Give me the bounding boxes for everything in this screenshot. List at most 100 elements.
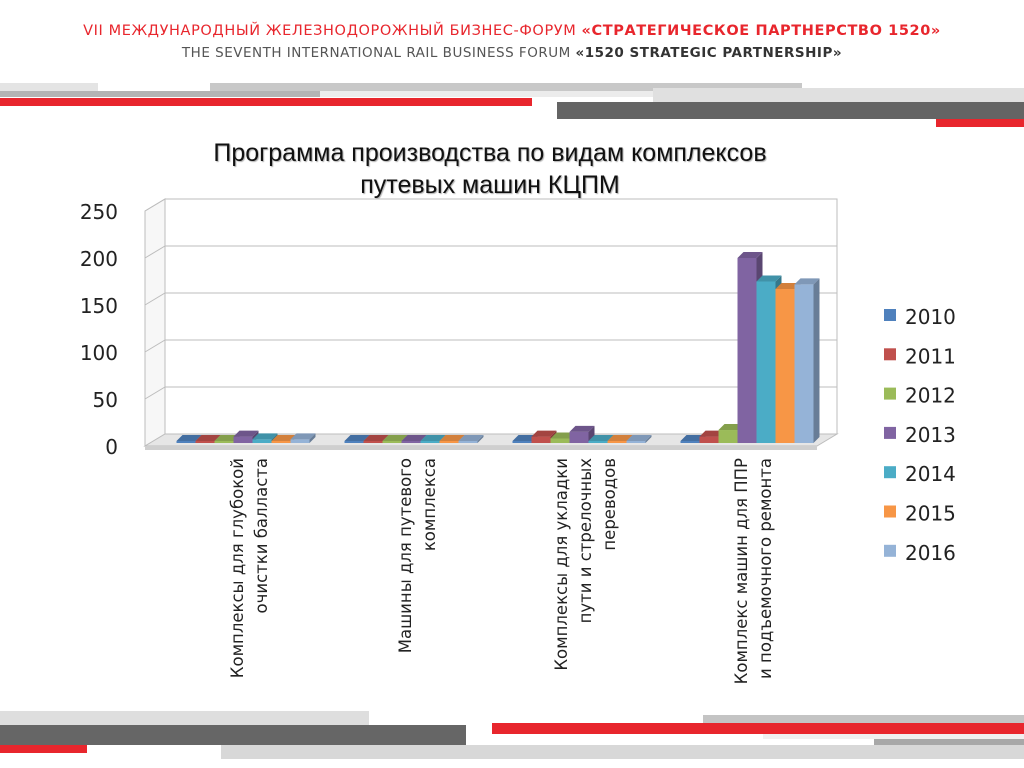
bar-top (233, 430, 259, 437)
bar-front (550, 438, 570, 443)
legend-label: 2016 (905, 541, 956, 565)
bar-front (382, 441, 402, 443)
top-stripe-mid-1 (210, 83, 802, 91)
x-category-label-line: очистки балласта (252, 458, 271, 613)
bar-top (680, 435, 706, 441)
bar-front (401, 441, 421, 443)
chart-bars (176, 252, 820, 443)
y-tick-label: 150 (80, 294, 118, 318)
chart-title-line-1: Программа производства по видам комплекс… (213, 139, 767, 167)
forum-title-ru: VII МЕЖДУНАРОДНЫЙ ЖЕЛЕЗНОДОРОЖНЫЙ БИЗНЕС… (0, 23, 1024, 39)
forum-title-en-strong: «1520 STRATEGIC PARTNERSHIP» (575, 45, 843, 61)
bar-top (699, 430, 725, 437)
forum-title-ru-prefix: VII МЕЖДУНАРОДНЫЙ ЖЕЛЕЗНОДОРОЖНЫЙ БИЗНЕС… (83, 23, 582, 39)
bar-top (512, 435, 538, 441)
bottom-stripe-dark-1 (0, 725, 466, 745)
legend-swatch (884, 348, 896, 361)
legend-swatch (884, 544, 896, 557)
bar-top (439, 435, 465, 441)
bottom-stripe-mid-1 (703, 715, 1024, 723)
bar-top (401, 435, 427, 441)
bar-top (271, 435, 297, 441)
bottom-stripe-light-1 (0, 711, 369, 725)
bar-front (214, 441, 234, 443)
x-category-label-line: и подъемочного ремонта (756, 458, 775, 679)
gridline (144, 198, 837, 212)
chart-title: Программа производства по видам комплекс… (120, 137, 860, 201)
bar-front (363, 441, 383, 443)
bottom-stripe-red-1 (0, 745, 87, 753)
chart-gridlines (144, 198, 837, 400)
bar-front (718, 430, 738, 443)
bar-top (588, 435, 614, 441)
top-stripe-dark-1 (557, 102, 1024, 119)
top-stripe-red-1 (0, 98, 532, 106)
bar-front (626, 441, 646, 443)
bar-front (531, 436, 551, 443)
x-category-label-line: Комплекс машин для ППР (732, 458, 751, 684)
gridline (144, 292, 837, 306)
top-stripe-red-2 (936, 119, 1024, 127)
bar-top (382, 435, 408, 441)
bottom-stripe-light-2 (221, 745, 1024, 759)
bar-front (699, 436, 719, 443)
gridline (144, 339, 837, 353)
legend-label: 2011 (905, 344, 956, 368)
top-stripe-mid-2 (0, 91, 320, 97)
forum-title-ru-strong: «СТРАТЕГИЧЕСКОЕ ПАРТНЕРСТВО 1520» (581, 23, 941, 39)
bar-side (309, 433, 316, 443)
bar-front (233, 436, 253, 443)
chart-title-line-2: путевых машин КЦПМ (360, 171, 620, 199)
bar-top (420, 435, 446, 441)
bar-front (439, 441, 459, 443)
legend-swatch (884, 309, 896, 321)
bar-top (531, 430, 557, 437)
gridline (144, 245, 837, 259)
bar-top (195, 435, 221, 441)
bar-top (550, 432, 576, 439)
bar-top (775, 283, 801, 290)
bar-front (569, 431, 589, 443)
bar-front (737, 258, 757, 443)
legend-label: 2015 (905, 502, 956, 526)
y-axis-ticks: 0 50 100 150 200 250 (80, 200, 118, 459)
bar-front (756, 281, 776, 443)
bottom-stripe-red-2 (492, 723, 1024, 734)
forum-title-en-prefix: THE SEVENTH INTERNATIONAL RAIL BUSINESS … (181, 45, 576, 61)
bar-front (512, 441, 532, 443)
legend-label: 2014 (905, 462, 956, 486)
legend-swatch (884, 387, 896, 400)
legend-swatch (884, 466, 896, 479)
x-category-label: Комплекс машин для ППР и подъемочного рем… (732, 458, 775, 684)
bar-top (363, 435, 389, 441)
chart-back-wall (164, 198, 838, 435)
bar-top (794, 278, 820, 285)
bar-top (626, 435, 652, 441)
y-tick-label: 200 (80, 247, 118, 271)
x-category-label-line: Комплексы для укладки (552, 458, 571, 671)
bar-top (569, 425, 595, 432)
bar-front (607, 441, 627, 443)
bottom-stripe-mid-2 (874, 739, 1024, 745)
bar-top (252, 433, 278, 440)
y-tick-label: 50 (93, 388, 118, 412)
bar-front (344, 441, 364, 443)
chart-side-wall (144, 198, 166, 447)
x-category-label: Машины для путевого комплекса (396, 458, 439, 653)
x-category-label: Комплексы для глубокой очистки балласта (228, 458, 271, 678)
top-stripe-light-3 (653, 88, 1024, 102)
bar-top (290, 433, 316, 440)
bar-side (645, 435, 652, 443)
chart-legend: 2010 2011 2012 2013 2014 2015 2016 (884, 305, 956, 565)
bar-top (344, 435, 370, 441)
bar-top (737, 252, 763, 258)
bar-front (290, 439, 310, 443)
y-tick-label: 0 (105, 435, 118, 459)
bar-front (458, 441, 478, 443)
bottom-stripe-light-3 (763, 734, 1024, 739)
bar-front (775, 289, 795, 443)
bar-top (176, 435, 202, 441)
bar-front (271, 441, 291, 443)
chart-walls (143, 198, 839, 450)
y-tick-label: 250 (80, 200, 118, 224)
